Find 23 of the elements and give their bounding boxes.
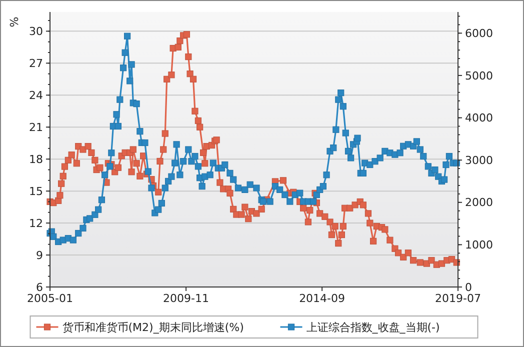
y-tick-label: 15 — [29, 184, 43, 198]
y-tick-label: 6 — [36, 280, 43, 294]
y-tick-label: 12 — [29, 216, 43, 230]
legend-label: 货币和准货币(M2)_期末同比增速(%) — [62, 320, 244, 334]
y-tick-label: 21 — [29, 120, 43, 134]
y2-tick-label: 3000 — [465, 154, 493, 167]
y-tick-label: 9 — [36, 248, 43, 262]
y-tick-label: 27 — [29, 57, 43, 70]
y2-tick-label: 4000 — [465, 112, 493, 125]
legend-label: 上证综合指数_收盘_当期(-) — [306, 320, 440, 334]
y2-tick-label: 0 — [465, 280, 472, 294]
y-tick-label: 24 — [29, 88, 43, 102]
y2-tick-label: 2000 — [465, 196, 493, 210]
y-tick-label: 30 — [29, 25, 43, 38]
y2-tick-label: 1000 — [465, 238, 493, 252]
x-tick-label: 2005-01 — [27, 292, 73, 305]
x-tick-label: 2019-07 — [435, 292, 481, 305]
x-tick-label: 2014-09 — [299, 292, 346, 305]
x-tick-label: 2009-11 — [163, 292, 210, 305]
y-axis-title: % — [8, 16, 21, 28]
y-tick-label: 18 — [29, 152, 43, 166]
y2-tick-label: 5000 — [465, 69, 493, 82]
y2-tick-label: 6000 — [465, 27, 493, 40]
